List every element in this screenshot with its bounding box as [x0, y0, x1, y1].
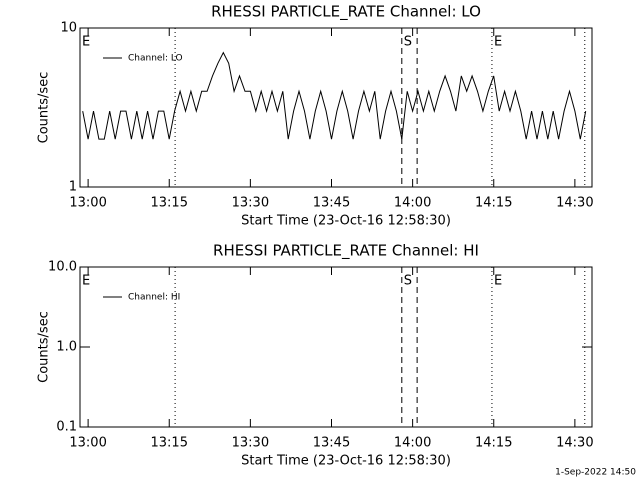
x-tick-label: 14:15	[475, 196, 512, 211]
y-tick-label: 0.1	[56, 420, 77, 435]
x-tick-label: 13:00	[69, 196, 106, 211]
footer: 1-Sep-2022 14:50	[555, 468, 636, 478]
y-tick-label: 10	[60, 21, 77, 36]
x-tick-label: 13:15	[151, 436, 188, 451]
event-label: E	[82, 274, 90, 289]
x-tick-label: 14:30	[556, 196, 593, 211]
event-label: E	[494, 35, 502, 50]
x-tick-label: 13:15	[151, 196, 188, 211]
y-tick-label: 10.0	[48, 260, 77, 275]
event-label: E	[494, 274, 502, 289]
legend-label: Channel: LO	[128, 54, 183, 64]
x-tick-label: 14:30	[556, 436, 593, 451]
x-axis-label: Start Time (23-Oct-16 12:58:30)	[241, 454, 451, 469]
y-axis-label: Counts/sec	[37, 72, 52, 144]
event-label: S	[404, 35, 412, 50]
chart-title: RHESSI PARTICLE_RATE Channel: LO	[211, 3, 481, 22]
x-axis-label: Start Time (23-Oct-16 12:58:30)	[241, 214, 451, 229]
plot-frame	[79, 27, 593, 188]
x-tick-label: 13:45	[313, 196, 350, 211]
x-tick-label: 13:30	[232, 196, 269, 211]
x-tick-label: 14:00	[394, 436, 431, 451]
event-label: S	[404, 274, 412, 289]
x-tick-label: 13:45	[313, 436, 350, 451]
x-tick-label: 14:00	[394, 196, 431, 211]
legend-label: Channel: HI	[128, 293, 180, 303]
x-tick-label: 13:00	[69, 436, 106, 451]
x-tick-label: 13:30	[232, 436, 269, 451]
y-tick-label: 1.0	[56, 340, 77, 355]
y-axis-label: Counts/sec	[37, 311, 52, 383]
event-label: E	[82, 35, 90, 50]
chart-title: RHESSI PARTICLE_RATE Channel: HI	[213, 242, 479, 261]
plot-frame	[79, 266, 593, 428]
y-tick-label: 1	[69, 180, 77, 195]
data-line	[82, 51, 587, 140]
x-tick-label: 14:15	[475, 436, 512, 451]
